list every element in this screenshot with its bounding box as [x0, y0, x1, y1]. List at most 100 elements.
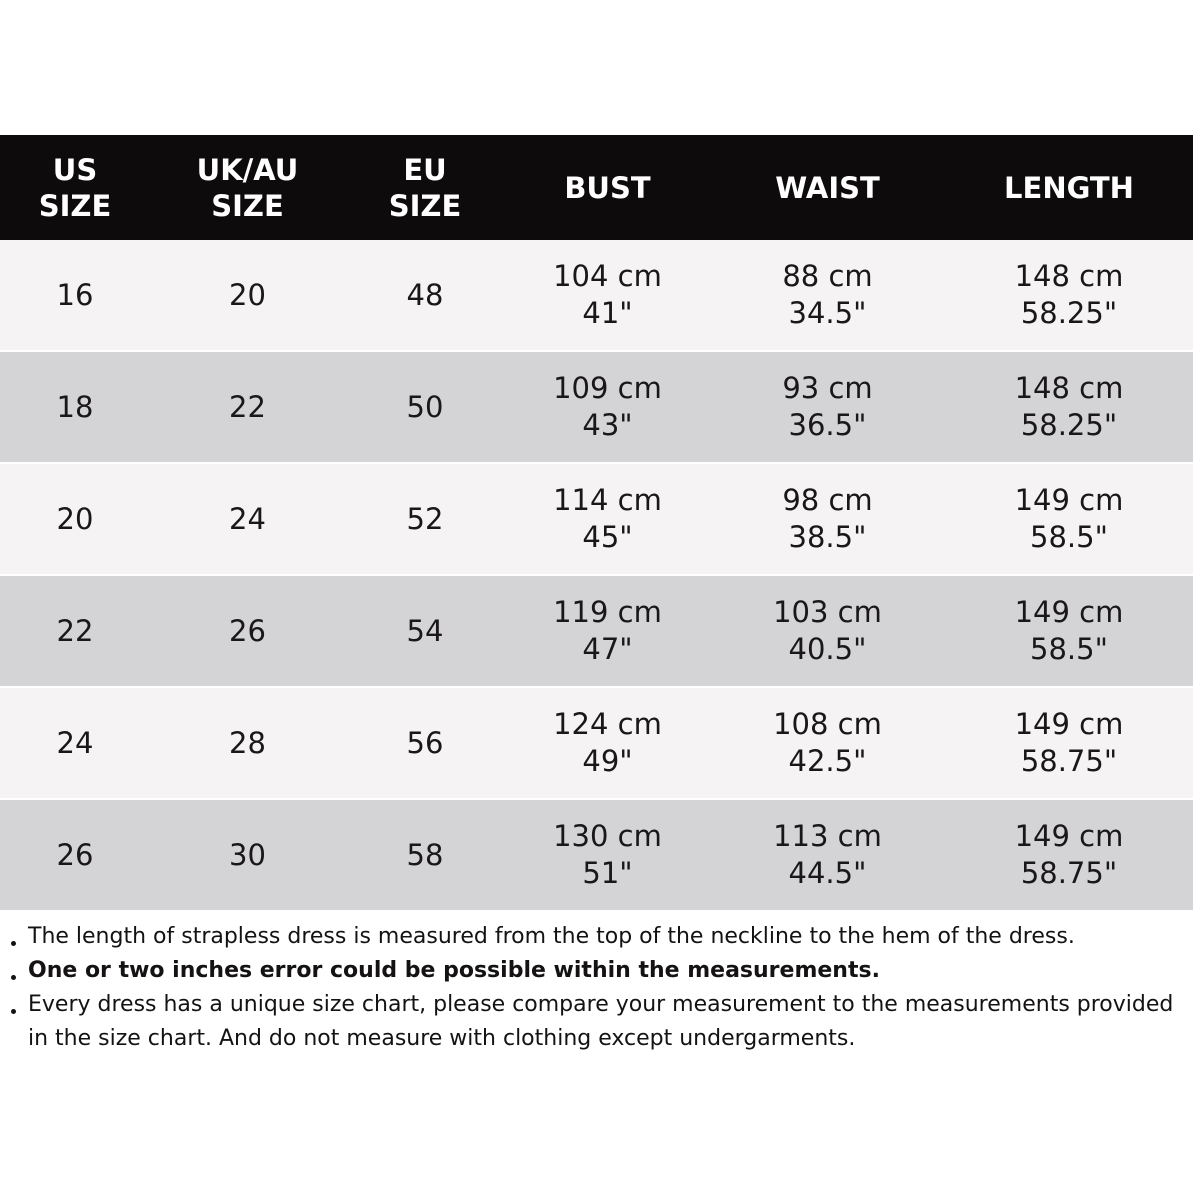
cell-eu-size: 48: [345, 240, 505, 350]
cell-us-size: 16: [0, 240, 150, 350]
cell-bust: 114 cm 45": [505, 464, 710, 574]
note-text: The length of strapless dress is measure…: [28, 924, 1075, 949]
bullet-dot-icon: [11, 975, 16, 980]
cell-waist: 103 cm 40.5": [710, 576, 945, 686]
cell-line: 54: [406, 613, 444, 648]
note-item: The length of strapless dress is measure…: [8, 920, 1186, 954]
cell-line: 98 cm: [782, 483, 873, 517]
cell-line: 104 cm: [553, 259, 662, 293]
cell-line: 41": [582, 296, 633, 330]
table-header-row: US SIZE UK/AU SIZE EU SIZE BUST WAIST LENGTH: [0, 135, 1193, 240]
cell-line: 149 cm: [1014, 707, 1124, 741]
cell-length: 148 cm 58.25": [945, 240, 1193, 350]
cell-eu-size: 56: [345, 688, 505, 798]
cell-waist: 93 cm 36.5": [710, 352, 945, 462]
note-item: One or two inches error could be possibl…: [8, 954, 1186, 988]
cell-line: 119 cm: [553, 595, 662, 629]
table-row: 20 24 52 114 cm 45" 98 cm 38.5" 149 cm 58.5": [0, 464, 1193, 576]
cell-line: 103 cm: [773, 595, 882, 629]
column-header-uk-au-size: UK/AU SIZE: [150, 135, 345, 240]
cell-bust: 109 cm 43": [505, 352, 710, 462]
cell-line: 45": [582, 520, 633, 554]
cell-length: 149 cm 58.5": [945, 464, 1193, 574]
table-row: 18 22 50 109 cm 43" 93 cm 36.5" 148 cm 58.25": [0, 352, 1193, 464]
cell-line: 58.25": [1020, 408, 1118, 442]
header-line: US: [52, 152, 98, 187]
cell-line: 51": [582, 856, 633, 890]
cell-line: 58.25": [1020, 296, 1118, 330]
header-line: SIZE: [211, 188, 284, 223]
cell-uk-au-size: 30: [150, 800, 345, 910]
cell-line: 34.5": [788, 296, 867, 330]
cell-uk-au-size: 20: [150, 240, 345, 350]
cell-uk-au-size: 24: [150, 464, 345, 574]
table-row: 22 26 54 119 cm 47" 103 cm 40.5" 149 cm 58.5": [0, 576, 1193, 688]
column-header-waist: WAIST: [710, 135, 945, 240]
cell-uk-au-size: 26: [150, 576, 345, 686]
cell-line: 22: [229, 389, 266, 424]
cell-line: 149 cm: [1014, 819, 1124, 853]
column-header-length: LENGTH: [945, 135, 1193, 240]
header-line: WAIST: [775, 170, 880, 205]
cell-bust: 130 cm 51": [505, 800, 710, 910]
cell-eu-size: 58: [345, 800, 505, 910]
column-header-bust: BUST: [505, 135, 710, 240]
cell-line: 42.5": [788, 744, 867, 778]
cell-length: 149 cm 58.75": [945, 800, 1193, 910]
cell-line: 58: [406, 837, 444, 872]
cell-waist: 113 cm 44.5": [710, 800, 945, 910]
cell-line: 58.5": [1030, 520, 1108, 554]
header-line: BUST: [564, 170, 651, 205]
table-row: 26 30 58 130 cm 51" 113 cm 44.5" 149 cm 58.75": [0, 800, 1193, 912]
header-line: UK/AU: [196, 152, 299, 187]
header-line: LENGTH: [1004, 170, 1134, 205]
table-row: 16 20 48 104 cm 41" 88 cm 34.5" 148 cm 58.25": [0, 240, 1193, 352]
table-row: 24 28 56 124 cm 49" 108 cm 42.5" 149 cm 58.75": [0, 688, 1193, 800]
cell-us-size: 20: [0, 464, 150, 574]
cell-bust: 119 cm 47": [505, 576, 710, 686]
cell-line: 130 cm: [553, 819, 662, 853]
size-chart-table: US SIZE UK/AU SIZE EU SIZE BUST WAIST LENGTH 16 2…: [0, 135, 1193, 912]
column-header-us-size: US SIZE: [0, 135, 150, 240]
cell-line: 24: [229, 501, 266, 536]
cell-line: 88 cm: [782, 259, 873, 293]
cell-line: 58.5": [1030, 632, 1108, 666]
cell-us-size: 22: [0, 576, 150, 686]
cell-line: 58.75": [1020, 856, 1118, 890]
cell-line: 56: [406, 725, 444, 760]
cell-line: 18: [56, 389, 94, 424]
cell-line: 24: [56, 725, 94, 760]
cell-length: 149 cm 58.5": [945, 576, 1193, 686]
note-item: Every dress has a unique size chart, ple…: [8, 988, 1186, 1056]
cell-length: 148 cm 58.25": [945, 352, 1193, 462]
cell-line: 30: [229, 837, 266, 872]
cell-line: 148 cm: [1014, 371, 1124, 405]
cell-line: 114 cm: [553, 483, 662, 517]
table-body: 16 20 48 104 cm 41" 88 cm 34.5" 148 cm 58.25" 18 2…: [0, 240, 1193, 912]
header-line: EU: [403, 152, 447, 187]
cell-line: 43": [582, 408, 633, 442]
cell-line: 20: [229, 277, 266, 312]
cell-line: 26: [56, 837, 94, 872]
cell-uk-au-size: 22: [150, 352, 345, 462]
cell-line: 93 cm: [782, 371, 873, 405]
cell-length: 149 cm 58.75": [945, 688, 1193, 798]
cell-line: 44.5": [788, 856, 867, 890]
cell-line: 38.5": [788, 520, 867, 554]
cell-line: 47": [582, 632, 633, 666]
cell-line: 108 cm: [773, 707, 882, 741]
bullet-dot-icon: [11, 941, 16, 946]
cell-waist: 88 cm 34.5": [710, 240, 945, 350]
cell-line: 48: [406, 277, 444, 312]
cell-waist: 108 cm 42.5": [710, 688, 945, 798]
note-text: Every dress has a unique size chart, ple…: [28, 992, 1174, 1051]
cell-eu-size: 50: [345, 352, 505, 462]
bullet-dot-icon: [11, 1009, 16, 1014]
cell-line: 58.75": [1020, 744, 1118, 778]
cell-line: 49": [582, 744, 633, 778]
cell-line: 149 cm: [1014, 595, 1124, 629]
cell-line: 26: [229, 613, 266, 648]
cell-line: 148 cm: [1014, 259, 1124, 293]
notes-section: The length of strapless dress is measure…: [8, 920, 1186, 1056]
